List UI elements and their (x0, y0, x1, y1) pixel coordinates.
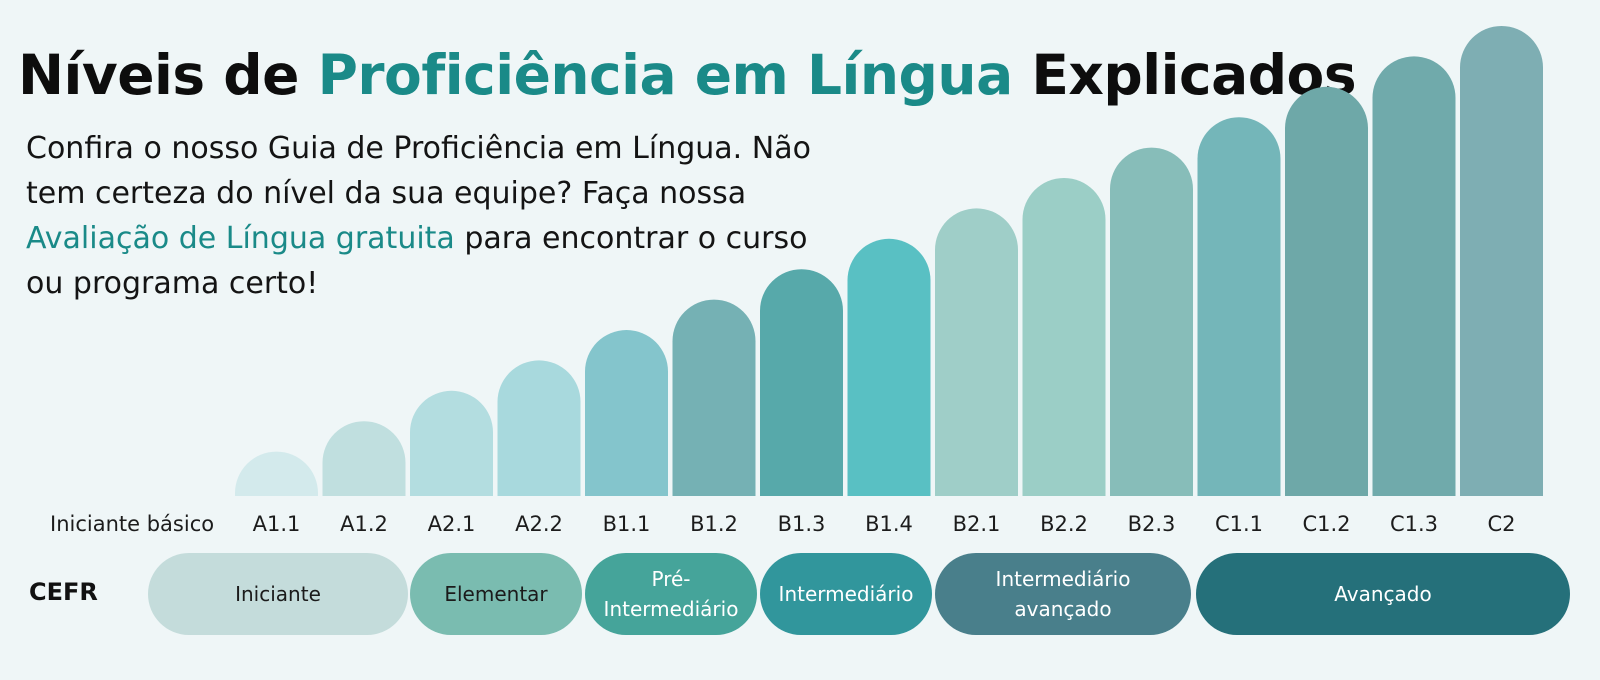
cefr-band-1: Iniciante (148, 553, 408, 635)
tick-label-A1.2: A1.2 (340, 512, 388, 536)
tick-label-A1.1: A1.1 (253, 512, 301, 536)
cefr-band-6: Avançado (1196, 553, 1570, 635)
intro-text-start: Confira o nosso Guia de Proficiência em … (26, 131, 811, 211)
bar-A2.1 (410, 390, 493, 496)
bar-B2.3 (1110, 147, 1193, 497)
cefr-band-text: Iniciante (235, 579, 321, 609)
cefr-band-5: Intermediário avançado (935, 553, 1191, 635)
x-tick-labels: A1.1 A1.2 A2.1 A2.2 B1.1 B1.2 B1.3 B1.4 B2.1 B2.2… (253, 512, 1516, 536)
page-title: Níveis de Proficiência em Língua Explica… (18, 38, 1357, 112)
tick-label-C2: C2 (1487, 512, 1515, 536)
cefr-band-text: Avançado (1334, 579, 1431, 609)
title-accent: Proficiência em Língua (317, 43, 1014, 107)
bar-A1.1 (235, 451, 318, 496)
cefr-band-label: Elementar (444, 582, 548, 606)
bar-C2 (1459, 25, 1543, 496)
tick-label-B2.1: B2.1 (953, 512, 1001, 536)
tick-label-B1.1: B1.1 (603, 512, 651, 536)
tick-label-C1.3: C1.3 (1390, 512, 1438, 536)
bar-B1.2 (672, 299, 756, 496)
cefr-band-text: Pré- Intermediário (604, 564, 739, 624)
cefr-band-label: Intermediário (995, 567, 1131, 591)
cefr-band-label: Avançado (1334, 582, 1432, 606)
tick-label-C1.1: C1.1 (1215, 512, 1263, 536)
bar-B1.1 (585, 330, 668, 496)
cefr-band-label-line2: avançado (1014, 597, 1112, 621)
cefr-band-label: Pré- (651, 567, 691, 591)
bar-B1.4 (847, 238, 931, 496)
cefr-band-text: Elementar (444, 579, 547, 609)
title-part-1: Níveis de (18, 43, 318, 107)
cefr-band-4: Intermediário (760, 553, 932, 635)
cefr-band-text: Intermediário avançado (996, 564, 1131, 624)
tick-label-B1.4: B1.4 (865, 512, 913, 536)
tick-label-B2.2: B2.2 (1040, 512, 1088, 536)
tick-label-B2.3: B2.3 (1128, 512, 1176, 536)
bar-B1.3 (759, 269, 843, 496)
tick-label-A2.1: A2.1 (428, 512, 476, 536)
tick-label-B1.3: B1.3 (778, 512, 826, 536)
free-assessment-link[interactable]: Avaliação de Língua gratuita (26, 221, 455, 256)
bar-B2.2 (1022, 177, 1106, 496)
cefr-band-3: Pré- Intermediário (585, 553, 757, 635)
bar-C1.1 (1197, 117, 1281, 497)
bar-A1.2 (322, 421, 406, 496)
tick-label-C1.2: C1.2 (1302, 512, 1350, 536)
intro-text: Confira o nosso Guia de Proficiência em … (26, 126, 826, 306)
bar-C1.3 (1372, 56, 1456, 497)
bars-group (235, 25, 1543, 497)
axis-start-label: Iniciante básico (50, 512, 214, 536)
tick-label-B1.2: B1.2 (690, 512, 738, 536)
bar-C1.2 (1285, 86, 1368, 497)
cefr-band-label-line2: Intermediário (603, 597, 739, 621)
cefr-band-label: Intermediário (778, 582, 914, 606)
cefr-band-2: Elementar (410, 553, 582, 635)
cefr-band-label: Iniciante (235, 582, 321, 606)
bar-A2.2 (497, 360, 581, 496)
cefr-label: CEFR (29, 578, 98, 606)
bar-B2.1 (935, 208, 1018, 496)
intro-text-end: para encontrar o curso ou programa certo… (26, 221, 808, 301)
cefr-band-text: Intermediário (779, 579, 914, 609)
proficiency-bar-chart: Iniciante básico A1.1 A1.2 A2.1 A2.2 B1.1 B1.… (50, 25, 1543, 536)
tick-label-A2.2: A2.2 (515, 512, 563, 536)
